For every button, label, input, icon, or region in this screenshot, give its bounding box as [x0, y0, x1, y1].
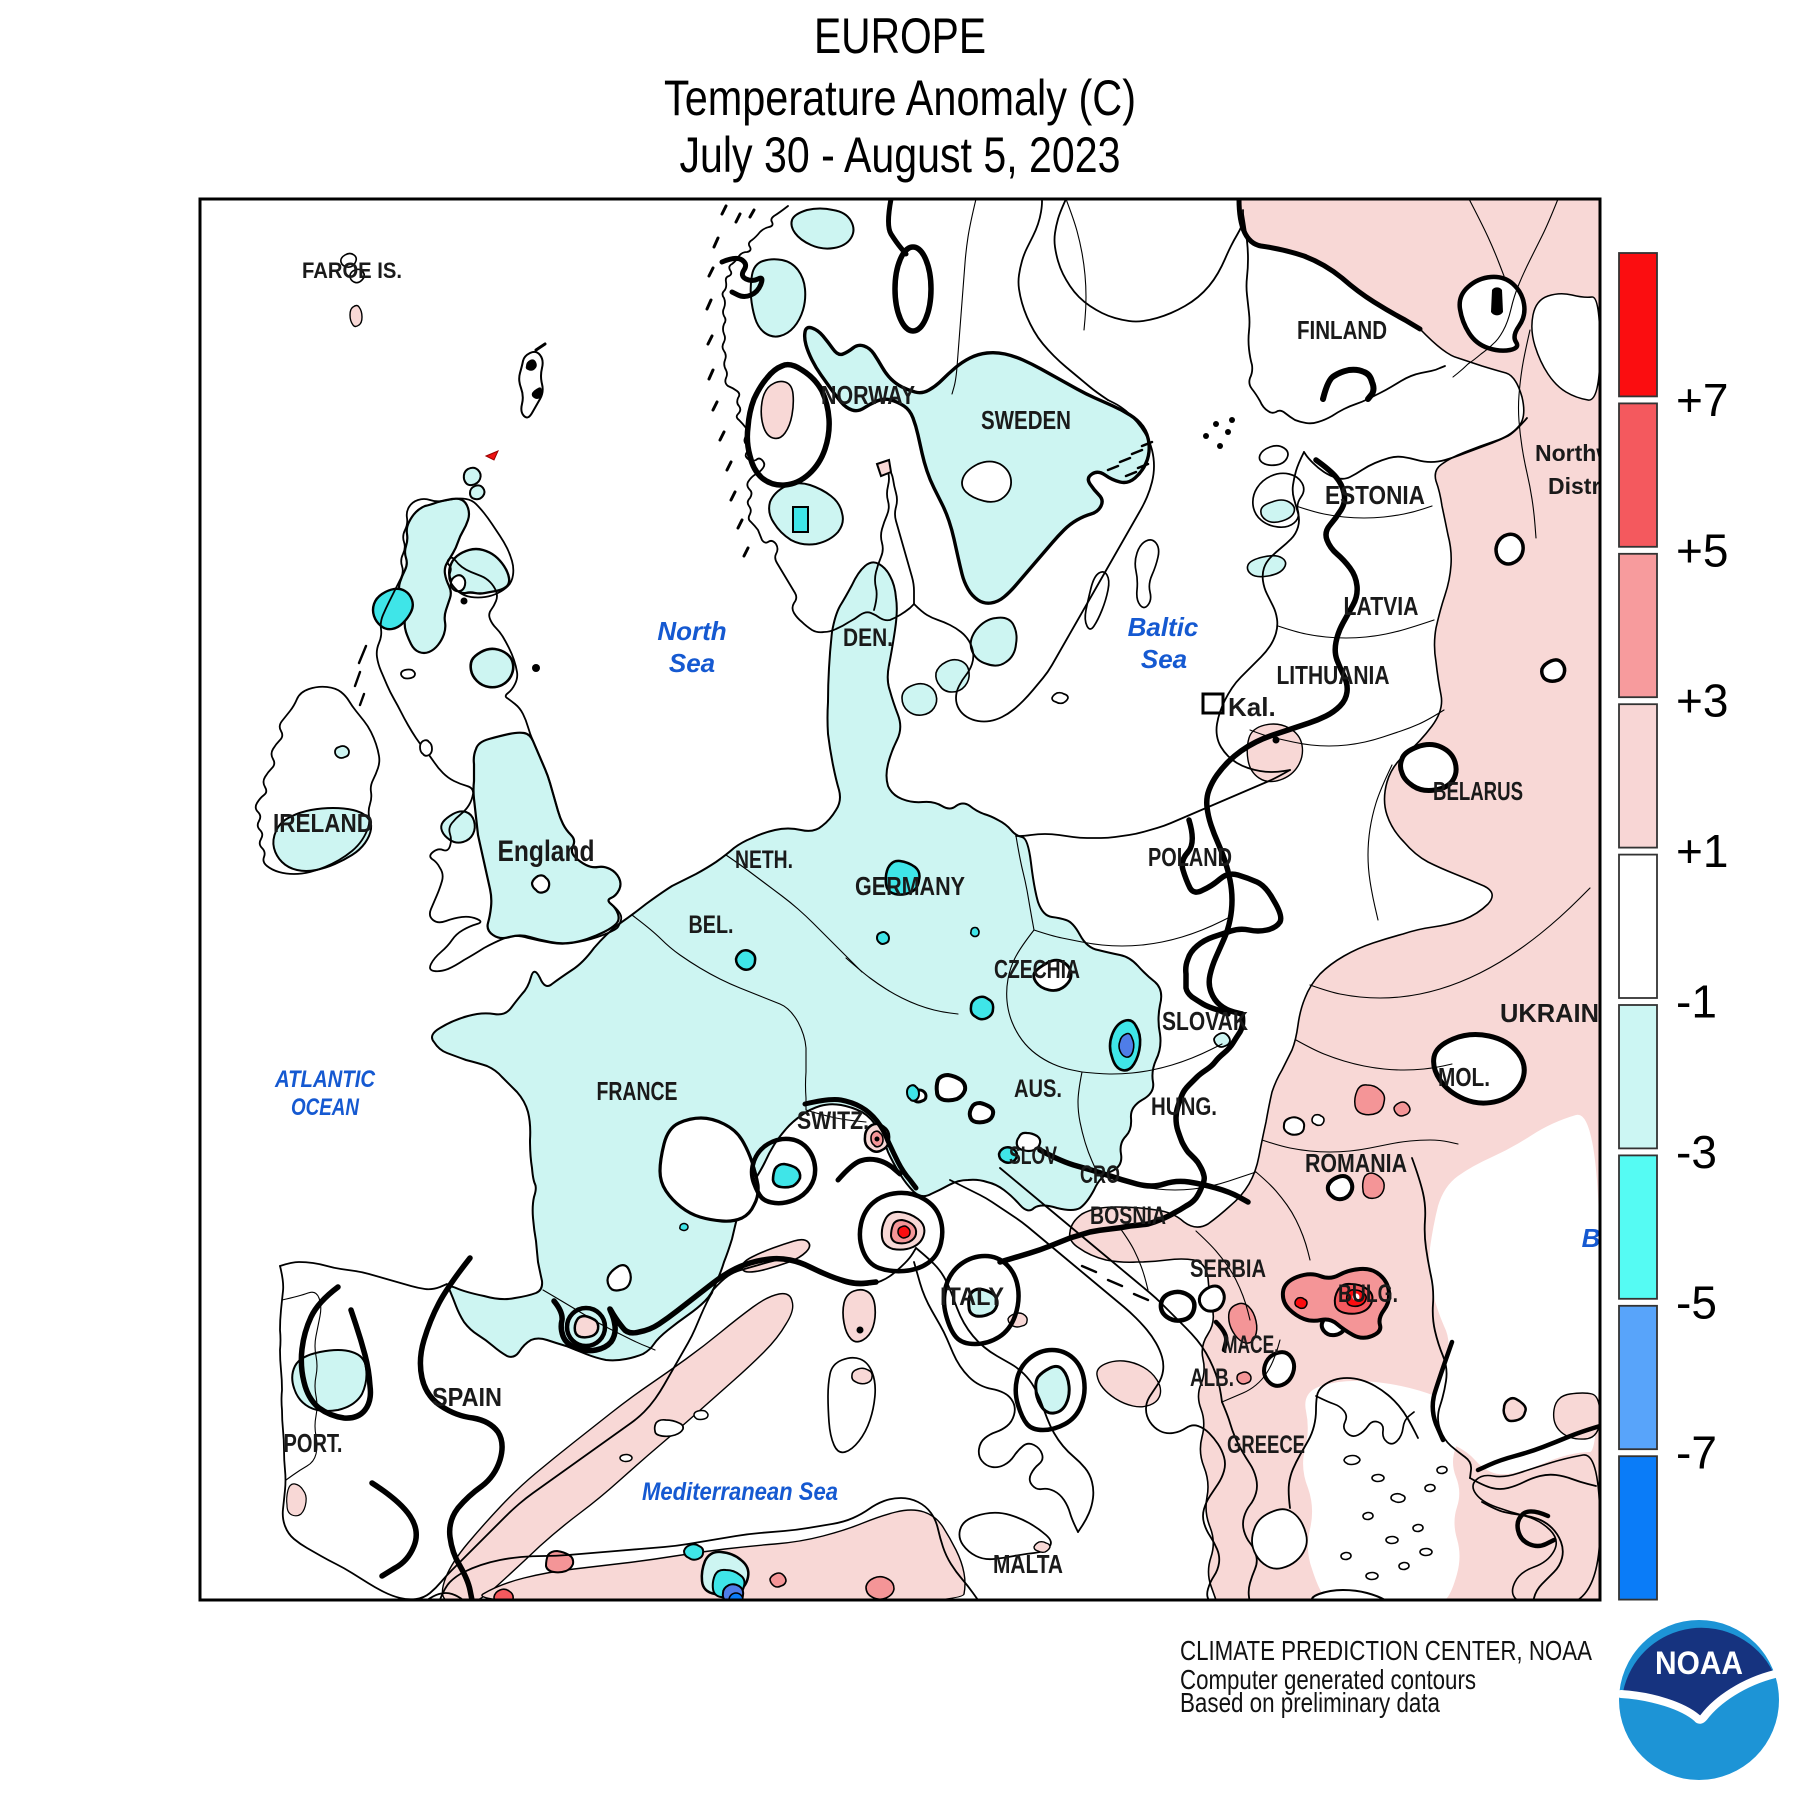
- svg-text:Mediterranean Sea: Mediterranean Sea: [642, 1478, 838, 1506]
- svg-text:Sea: Sea: [669, 648, 715, 678]
- svg-text:-3: -3: [1676, 1126, 1717, 1178]
- svg-text:DEN.: DEN.: [843, 624, 893, 652]
- svg-text:England: England: [498, 835, 595, 868]
- svg-text:Temperature Anomaly (C): Temperature Anomaly (C): [664, 70, 1136, 126]
- svg-text:FRANCE: FRANCE: [597, 1076, 678, 1106]
- svg-text:NORWAY: NORWAY: [821, 380, 915, 410]
- svg-text:-5: -5: [1676, 1276, 1717, 1328]
- svg-text:ITALY: ITALY: [940, 1283, 1004, 1311]
- svg-text:North: North: [657, 616, 726, 646]
- svg-text:BULG.: BULG.: [1338, 1280, 1398, 1308]
- svg-text:EUROPE: EUROPE: [814, 8, 986, 64]
- svg-text:PORT.: PORT.: [284, 1428, 343, 1458]
- svg-text:CLIMATE PREDICTION CENTER, NOA: CLIMATE PREDICTION CENTER, NOAA: [1180, 1635, 1592, 1666]
- svg-text:Sea: Sea: [1141, 644, 1187, 674]
- svg-text:FAROE IS.: FAROE IS.: [302, 258, 402, 283]
- svg-text:UKRAINE: UKRAINE: [1500, 998, 1616, 1028]
- svg-text:LATVIA: LATVIA: [1344, 591, 1419, 621]
- svg-text:ATLANTIC: ATLANTIC: [274, 1066, 375, 1093]
- svg-text:ESTONIA: ESTONIA: [1325, 480, 1425, 510]
- svg-text:Computer generated contours: Computer generated contours: [1180, 1664, 1476, 1695]
- svg-text:Distric: Distric: [1548, 473, 1620, 499]
- svg-text:NETH.: NETH.: [735, 846, 793, 874]
- svg-text:SWITZ.: SWITZ.: [797, 1107, 869, 1135]
- svg-text:GERMANY: GERMANY: [855, 871, 965, 901]
- svg-text:CRO: CRO: [1080, 1161, 1120, 1189]
- svg-text:BOSNIA: BOSNIA: [1090, 1202, 1166, 1230]
- svg-text:BEL.: BEL.: [689, 911, 734, 939]
- svg-text:LITHUANIA: LITHUANIA: [1277, 660, 1390, 690]
- svg-text:+5: +5: [1676, 524, 1728, 576]
- svg-text:NOAA: NOAA: [1655, 1645, 1743, 1681]
- svg-text:HUNG.: HUNG.: [1151, 1093, 1217, 1121]
- svg-text:CZECHIA: CZECHIA: [994, 954, 1080, 984]
- svg-text:ALB.: ALB.: [1190, 1364, 1234, 1392]
- svg-text:ROMANIA: ROMANIA: [1305, 1148, 1407, 1178]
- svg-text:+7: +7: [1676, 374, 1728, 426]
- svg-text:Kal.: Kal.: [1228, 692, 1276, 722]
- svg-text:SPAIN: SPAIN: [432, 1382, 502, 1412]
- svg-text:+3: +3: [1676, 675, 1728, 727]
- svg-text:July 30 - August 5, 2023: July 30 - August 5, 2023: [680, 127, 1121, 183]
- svg-text:-1: -1: [1676, 976, 1717, 1028]
- svg-text:Based on preliminary data: Based on preliminary data: [1180, 1687, 1440, 1718]
- svg-text:SWEDEN: SWEDEN: [981, 405, 1071, 435]
- svg-text:FINLAND: FINLAND: [1297, 315, 1387, 345]
- svg-text:BELARUS: BELARUS: [1433, 776, 1523, 806]
- svg-text:SLOVAK: SLOVAK: [1162, 1006, 1248, 1036]
- svg-text:OCEAN: OCEAN: [291, 1094, 360, 1121]
- svg-text:MACE.: MACE.: [1223, 1331, 1279, 1359]
- svg-text:Northwes: Northwes: [1535, 440, 1640, 466]
- svg-text:+1: +1: [1676, 825, 1728, 877]
- svg-text:AUS.: AUS.: [1014, 1075, 1062, 1103]
- svg-text:B: B: [1582, 1223, 1601, 1253]
- svg-text:SERBIA: SERBIA: [1190, 1255, 1266, 1283]
- svg-text:SLOV: SLOV: [1009, 1142, 1057, 1170]
- svg-text:GREECE: GREECE: [1227, 1431, 1305, 1459]
- svg-text:Baltic: Baltic: [1128, 612, 1199, 642]
- svg-text:IRELAND: IRELAND: [273, 808, 373, 838]
- svg-text:POLAND: POLAND: [1148, 842, 1232, 872]
- svg-text:MALTA: MALTA: [993, 1549, 1063, 1579]
- svg-text:MOL.: MOL.: [1438, 1062, 1490, 1092]
- svg-text:-7: -7: [1676, 1427, 1717, 1479]
